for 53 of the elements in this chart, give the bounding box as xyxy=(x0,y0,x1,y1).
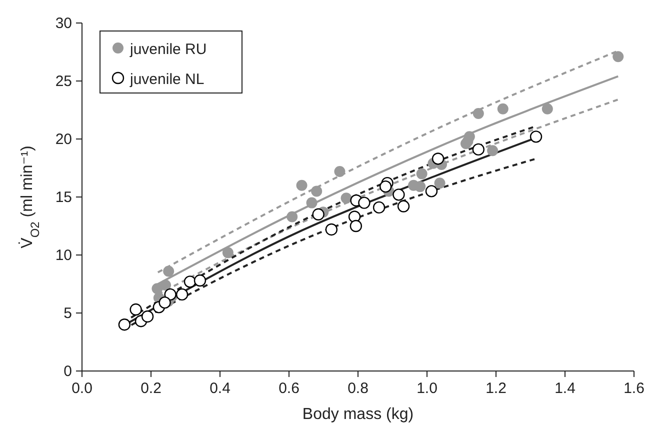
point xyxy=(325,223,338,236)
x-tick-label: 1.6 xyxy=(624,380,644,397)
point xyxy=(542,103,553,114)
y-tick-label: 30 xyxy=(55,15,72,32)
y-tick-label: 25 xyxy=(55,73,72,90)
point xyxy=(194,274,206,287)
point xyxy=(160,280,171,291)
point xyxy=(296,180,308,191)
point xyxy=(414,181,426,192)
y-tick-label: 0 xyxy=(64,363,72,380)
x-tick-label: 0.4 xyxy=(210,380,230,397)
point xyxy=(487,145,498,156)
x-tick-label: 1.4 xyxy=(554,380,576,397)
point xyxy=(497,103,508,114)
point xyxy=(311,186,322,197)
point xyxy=(340,192,352,204)
x-tick-label: 0.2 xyxy=(140,380,162,397)
point xyxy=(392,188,405,201)
point xyxy=(222,247,234,258)
x-tick-label: 0.6 xyxy=(278,380,300,397)
point xyxy=(141,310,154,323)
point xyxy=(434,178,446,189)
point xyxy=(425,185,438,198)
point xyxy=(163,266,174,277)
point xyxy=(184,276,196,288)
point xyxy=(358,196,370,209)
x-tick-label: 1.0 xyxy=(416,380,438,397)
point xyxy=(176,288,188,301)
point xyxy=(460,138,472,150)
point xyxy=(118,318,131,331)
point xyxy=(472,108,484,119)
y-tick-label: 5 xyxy=(64,305,72,322)
x-tick-label: 0.0 xyxy=(72,380,92,397)
legend-label: juvenile NL xyxy=(129,71,204,88)
y-tick-label: 10 xyxy=(55,247,72,264)
point xyxy=(286,211,298,222)
point xyxy=(372,201,386,214)
x-tick-label: 1.2 xyxy=(486,380,506,397)
y-tick-label: 15 xyxy=(55,189,72,206)
point xyxy=(306,197,318,208)
y-tick-label: 20 xyxy=(55,131,72,148)
legend-label: juvenile RU xyxy=(129,41,207,58)
point xyxy=(472,143,485,156)
point xyxy=(530,130,542,143)
x-axis-title: Body mass (kg) xyxy=(302,406,414,423)
point xyxy=(334,166,346,177)
point xyxy=(612,51,624,62)
x-tick-label: 0.8 xyxy=(348,380,368,397)
point xyxy=(312,208,324,220)
point xyxy=(350,220,362,232)
point xyxy=(380,180,392,193)
point xyxy=(432,152,444,165)
point xyxy=(416,168,428,180)
